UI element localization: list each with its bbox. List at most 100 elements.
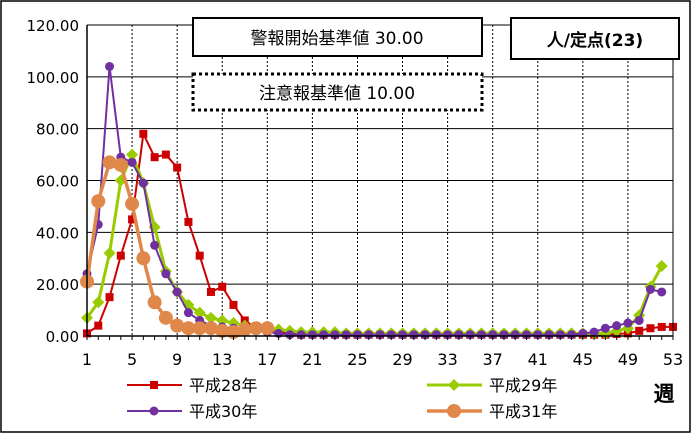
series-1-marker — [139, 129, 148, 138]
series-2-marker — [655, 260, 668, 273]
series-3-marker — [522, 330, 531, 340]
y-tick-label: 100.00 — [27, 69, 80, 87]
legend-item: 平成28年 — [127, 376, 257, 395]
series-4-marker — [192, 321, 207, 336]
series-4-marker — [113, 157, 128, 172]
y-tick-label: 0.00 — [46, 328, 79, 346]
series-2-marker — [204, 311, 217, 324]
series-3-marker — [443, 330, 453, 340]
series-3-marker — [364, 330, 374, 340]
series-2-marker — [193, 306, 206, 319]
axes: 0.00 20.00 40.00 60.00 80.00 100.00 120.00 1 5 9 1… — [27, 17, 684, 369]
legend-label: 平成30年 — [189, 402, 257, 421]
series-3-marker — [476, 330, 486, 340]
y-tick-label: 20.00 — [36, 276, 79, 294]
legend-swatch-marker — [447, 404, 461, 418]
series-3-marker — [296, 330, 306, 340]
series-3-marker — [285, 330, 295, 340]
series-3-marker — [420, 330, 430, 340]
legend-item: 平成29年 — [427, 376, 557, 395]
series-3-marker — [319, 330, 329, 340]
series-3-marker — [386, 330, 396, 340]
series-3-marker — [161, 269, 171, 279]
series-3-marker — [465, 330, 475, 340]
series-4-marker — [203, 321, 218, 336]
alert-annotation: 警報開始基準値 30.00 — [192, 17, 483, 57]
y-tick-label: 80.00 — [36, 121, 79, 139]
series-4-marker — [147, 295, 162, 310]
series-3-marker — [138, 178, 148, 188]
series-3-marker — [499, 330, 509, 340]
series-2-marker — [216, 314, 229, 327]
legend-item: 平成30年 — [127, 402, 257, 421]
series-3-marker — [398, 330, 408, 340]
legend-swatch-marker — [150, 381, 158, 389]
series-3-marker — [172, 287, 182, 297]
alert-annotation-text: 警報開始基準値 30.00 — [250, 29, 423, 49]
series-1-marker — [173, 163, 182, 172]
series-4-marker — [158, 310, 173, 325]
series-1-marker — [184, 217, 193, 226]
caution-annotation-text: 注意報基準値 10.00 — [259, 84, 415, 104]
series-1-marker — [150, 153, 159, 162]
series-2-marker — [126, 148, 139, 161]
y-tick-label: 40.00 — [36, 224, 79, 242]
series-3-marker — [150, 240, 160, 250]
series-3-marker — [623, 318, 633, 328]
x-tick-label: 41 — [528, 350, 548, 369]
series-3-marker — [330, 330, 340, 340]
series-3-marker — [600, 323, 610, 333]
series-2-marker — [103, 247, 116, 260]
series-3-marker — [431, 330, 441, 340]
series-3-marker — [375, 330, 385, 340]
series-3-marker — [544, 330, 554, 340]
series-3-marker — [657, 287, 667, 297]
legend-swatch-marker — [149, 406, 159, 416]
series-1-marker — [657, 322, 666, 331]
series-4 — [80, 155, 275, 340]
series-1-marker — [195, 251, 204, 260]
series-4-marker — [102, 155, 117, 170]
legend-label: 平成29年 — [489, 376, 557, 395]
series-3-marker — [105, 61, 115, 71]
series-1-marker — [646, 324, 655, 333]
x-tick-label: 49 — [618, 350, 638, 369]
series-4-marker — [260, 321, 275, 336]
series-4-marker — [170, 318, 185, 333]
x-tick-label: 29 — [392, 350, 412, 369]
series-3-marker — [307, 330, 317, 340]
series-1-marker — [206, 287, 215, 296]
x-axis-label: 週 — [654, 382, 675, 406]
legend-label: 平成31年 — [489, 402, 557, 421]
series-1-marker — [218, 282, 227, 291]
unit-label-text: 人/定点(23) — [547, 30, 643, 51]
x-tick-label: 9 — [172, 350, 182, 369]
x-tick-label: 45 — [573, 350, 593, 369]
alert-annotation-box — [192, 17, 483, 57]
series-3-marker — [409, 330, 419, 340]
series-3-marker — [645, 284, 655, 294]
y-tick-label: 120.00 — [27, 17, 80, 35]
series-3-marker — [352, 330, 362, 340]
x-tick-label: 53 — [663, 350, 683, 369]
series-2-marker — [92, 296, 105, 309]
x-tick-label: 33 — [437, 350, 457, 369]
series-1-marker — [116, 251, 125, 260]
caution-annotation-box — [191, 72, 484, 112]
series-1-marker — [635, 326, 644, 335]
series-4-marker — [125, 196, 140, 211]
series-1-marker — [229, 300, 238, 309]
series-3-line — [86, 65, 662, 336]
series-3-marker — [567, 330, 577, 340]
series-3-marker — [589, 327, 599, 337]
unit-label: 人/定点(23) — [510, 17, 680, 60]
legend-item: 平成31年 — [427, 402, 557, 421]
series-3-marker — [454, 330, 464, 340]
series-3-marker — [510, 330, 520, 340]
series-3-marker — [341, 330, 351, 340]
series-3-marker — [612, 321, 622, 331]
x-tick-label: 37 — [483, 350, 503, 369]
